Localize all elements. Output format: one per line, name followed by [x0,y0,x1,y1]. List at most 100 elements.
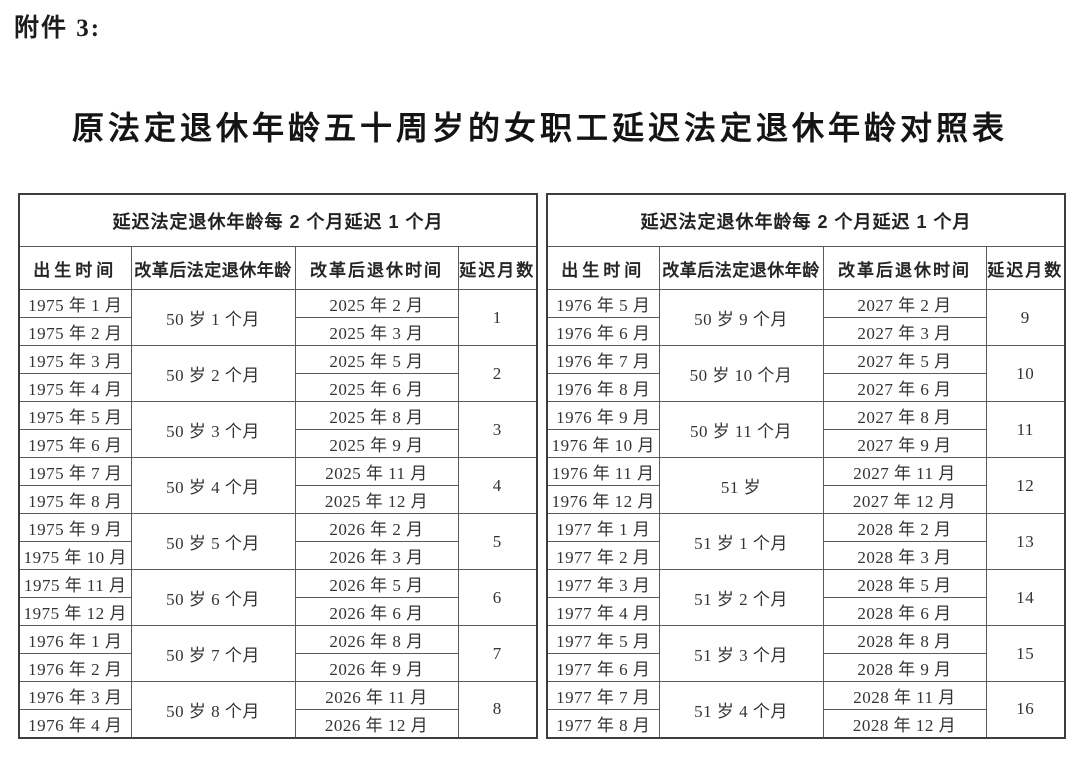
retirement-time-cell: 2025 年 11 月 [294,457,459,486]
retirement-time-cell: 2025 年 8 月 [294,401,459,430]
table-row: 1976 年 12 月 2027 年 12 月 [546,485,1065,514]
retirement-age-cell: 50 岁 6 个月 [130,569,296,626]
table-row: 1976 年 8 月 2027 年 6 月 [546,373,1065,402]
table-row: 1976 年 7 月 50 岁 10 个月 2027 年 5 月 10 [546,345,1066,402]
retirement-time-cell: 2028 年 3 月 [822,541,987,570]
delay-months-cell: 12 [985,457,1066,514]
table-row: 1976 年 2 月 2026 年 9 月 [18,653,537,682]
table-group-header: 延迟法定退休年龄每 2 个月延迟 1 个月 [18,193,538,247]
table-row: 1977 年 6 月 2028 年 9 月 [546,653,1065,682]
delay-months-cell: 3 [457,401,538,458]
retirement-time-cell: 2027 年 6 月 [822,373,987,402]
page-title: 原法定退休年龄五十周岁的女职工延迟法定退休年龄对照表 [71,110,1008,146]
birth-month-cell: 1977 年 2 月 [546,541,660,570]
birth-month-cell: 1975 年 7 月 [18,457,132,486]
column-header-3: 延迟月数 [457,246,538,290]
retirement-time-cell: 2028 年 11 月 [822,681,987,710]
delay-months-cell: 7 [457,625,538,682]
column-header-2: 改革后退休时间 [294,246,459,290]
retirement-age-cell: 50 岁 9 个月 [658,289,824,346]
delay-months-cell: 14 [985,569,1066,626]
retirement-age-cell: 50 岁 1 个月 [130,289,296,346]
retirement-time-cell: 2025 年 5 月 [294,345,459,374]
birth-month-cell: 1975 年 10 月 [18,541,132,570]
delay-months-cell: 6 [457,569,538,626]
retirement-age-cell: 51 岁 1 个月 [658,513,824,570]
retirement-time-cell: 2027 年 12 月 [822,485,987,514]
retirement-age-cell: 50 岁 3 个月 [130,401,296,458]
retirement-time-cell: 2026 年 9 月 [294,653,459,682]
retirement-time-cell: 2025 年 2 月 [294,289,459,318]
birth-month-cell: 1975 年 1 月 [18,289,132,318]
retirement-time-cell: 2025 年 12 月 [294,485,459,514]
birth-month-cell: 1976 年 4 月 [18,709,132,738]
retirement-time-cell: 2025 年 9 月 [294,429,459,458]
delay-months-cell: 2 [457,345,538,402]
retirement-age-cell: 50 岁 4 个月 [130,457,296,514]
delay-months-cell: 15 [985,625,1066,682]
table-row: 1975 年 2 月 2025 年 3 月 [18,317,537,346]
tables-container: 延迟法定退休年龄每 2 个月延迟 1 个月 出生时间 改革后法定退休年龄 改革后退休时… [18,193,1066,739]
delay-months-cell: 5 [457,513,538,570]
retirement-age-cell: 51 岁 2 个月 [658,569,824,626]
retirement-time-cell: 2028 年 8 月 [822,625,987,654]
table-row: 1977 年 7 月 51 岁 4 个月 2028 年 11 月 16 [546,681,1066,738]
birth-month-cell: 1977 年 3 月 [546,569,660,598]
retirement-age-cell: 50 岁 8 个月 [130,681,296,738]
retirement-time-cell: 2027 年 5 月 [822,345,987,374]
retirement-time-cell: 2027 年 8 月 [822,401,987,430]
retirement-age-cell: 51 岁 4 个月 [658,681,824,738]
birth-month-cell: 1977 年 4 月 [546,597,660,626]
birth-month-cell: 1976 年 2 月 [18,653,132,682]
retirement-age-cell: 50 岁 11 个月 [658,401,824,458]
table-row: 1976 年 11 月 51 岁 2027 年 11 月 12 [546,457,1066,514]
delay-months-cell: 10 [985,345,1066,402]
birth-month-cell: 1976 年 7 月 [546,345,660,374]
delay-months-cell: 8 [457,681,538,738]
table-row: 1975 年 6 月 2025 年 9 月 [18,429,537,458]
retirement-time-cell: 2026 年 8 月 [294,625,459,654]
table-row: 1977 年 8 月 2028 年 12 月 [546,709,1065,738]
retirement-time-cell: 2027 年 2 月 [822,289,987,318]
table-row: 1977 年 5 月 51 岁 3 个月 2028 年 8 月 15 [546,625,1066,682]
retirement-time-cell: 2026 年 11 月 [294,681,459,710]
table-row: 1977 年 3 月 51 岁 2 个月 2028 年 5 月 14 [546,569,1066,626]
column-header-2: 改革后退休时间 [822,246,987,290]
retirement-time-cell: 2028 年 9 月 [822,653,987,682]
birth-month-cell: 1975 年 9 月 [18,513,132,542]
birth-month-cell: 1976 年 11 月 [546,457,660,486]
delay-months-cell: 16 [985,681,1066,738]
column-header-0: 出生时间 [546,246,660,290]
retirement-time-cell: 2027 年 9 月 [822,429,987,458]
retirement-age-cell: 51 岁 [658,457,824,514]
delay-months-cell: 11 [985,401,1066,458]
retirement-time-cell: 2028 年 2 月 [822,513,987,542]
birth-month-cell: 1975 年 3 月 [18,345,132,374]
birth-month-cell: 1976 年 3 月 [18,681,132,710]
retirement-age-cell: 51 岁 3 个月 [658,625,824,682]
birth-month-cell: 1976 年 6 月 [546,317,660,346]
birth-month-cell: 1975 年 6 月 [18,429,132,458]
delay-months-cell: 4 [457,457,538,514]
retirement-time-cell: 2027 年 3 月 [822,317,987,346]
retirement-time-cell: 2028 年 12 月 [822,709,987,738]
retirement-time-cell: 2025 年 6 月 [294,373,459,402]
column-header-1: 改革后法定退休年龄 [658,246,824,290]
table-row: 1975 年 4 月 2025 年 6 月 [18,373,537,402]
table-row: 1976 年 9 月 50 岁 11 个月 2027 年 8 月 11 [546,401,1066,458]
birth-month-cell: 1977 年 6 月 [546,653,660,682]
birth-month-cell: 1975 年 11 月 [18,569,132,598]
birth-month-cell: 1976 年 5 月 [546,289,660,318]
birth-month-cell: 1976 年 1 月 [18,625,132,654]
retirement-time-cell: 2028 年 6 月 [822,597,987,626]
birth-month-cell: 1977 年 1 月 [546,513,660,542]
attachment-label: 附件 3: [14,15,102,42]
